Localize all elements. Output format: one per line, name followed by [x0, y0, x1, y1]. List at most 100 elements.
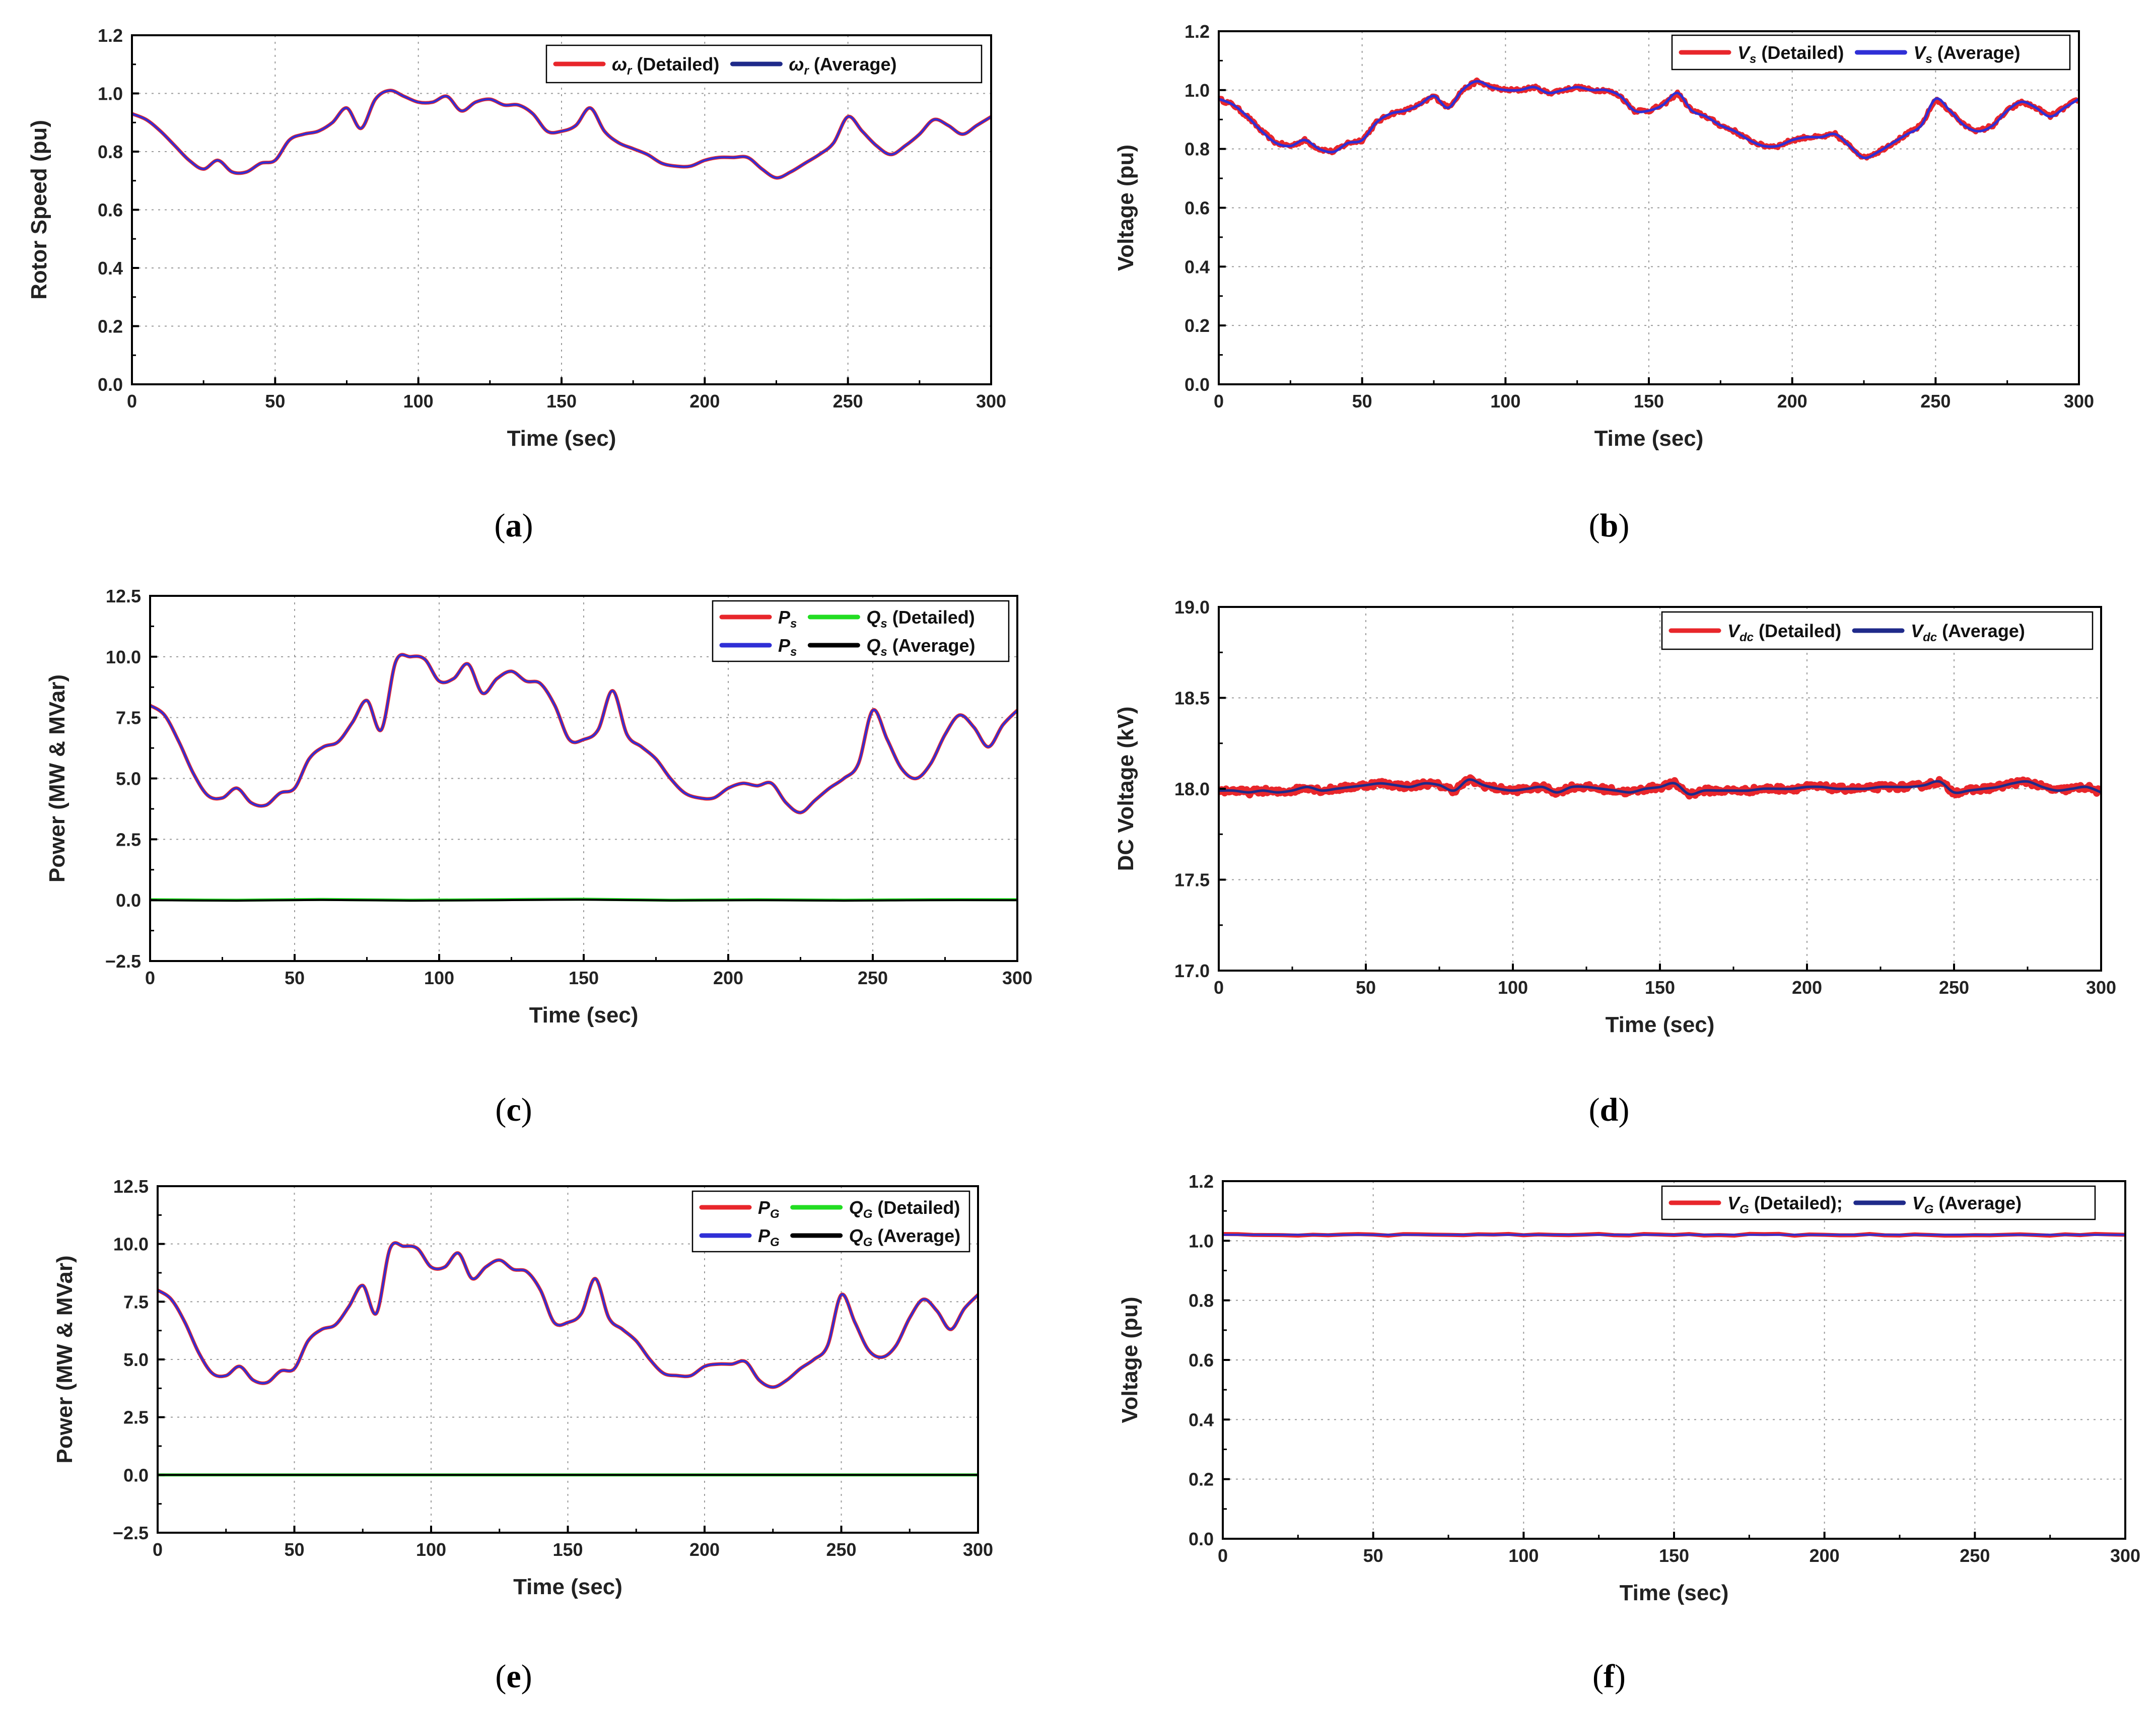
chart-panel-b: 0 50 100 150 200 250 300 0.0 0.2 0.4 0.6 0.8 1.0 1.2 T… — [1114, 21, 2094, 544]
series-group — [1219, 77, 2079, 161]
x-tick-label: 250 — [1960, 1545, 1990, 1566]
legend-item: Vs (Detailed) — [1679, 42, 1844, 66]
y-axis-label: Rotor Speed (pu) — [27, 120, 51, 300]
x-tick-label: 50 — [284, 1539, 304, 1560]
legend-item: Vdc (Average) — [1852, 621, 2025, 644]
y-axis-label: Voltage (pu) — [1114, 145, 1138, 271]
legend-item: Ps — [719, 635, 797, 659]
x-tick-label: 50 — [1363, 1545, 1383, 1566]
legend-label: Vs (Average) — [1913, 42, 2020, 66]
legend-label: Qs (Average) — [866, 635, 975, 659]
y-tick-label: 12.5 — [106, 586, 141, 606]
x-tick-label: 0 — [1218, 1545, 1228, 1566]
y-tick-label: 17.5 — [1174, 870, 1210, 891]
legend-label: VG (Detailed); — [1727, 1193, 1843, 1216]
x-tick-label: 150 — [546, 391, 577, 412]
y-tick-label: 5.0 — [123, 1349, 149, 1370]
legend-label: PG — [758, 1197, 780, 1221]
series-line-vdc-average- — [1219, 778, 2101, 796]
legend-item: Vdc (Detailed) — [1668, 621, 1841, 644]
y-tick-label: 0.6 — [98, 200, 123, 221]
y-axis-label: DC Voltage (kV) — [1114, 707, 1138, 871]
x-tick-label: 0 — [1214, 977, 1224, 998]
y-tick-label: 0.4 — [1185, 256, 1210, 277]
y-tick-label: 2.5 — [116, 829, 141, 850]
legend-item: Vs (Average) — [1854, 42, 2021, 66]
panel-caption: (e) — [495, 1658, 532, 1695]
y-tick-label: 10.0 — [106, 647, 141, 667]
x-tick-label: 50 — [1356, 977, 1376, 998]
legend-item: VG (Average) — [1853, 1193, 2022, 1216]
legend-item: PG — [699, 1225, 780, 1249]
x-tick-label: 100 — [1498, 977, 1528, 998]
legend-label: Ps — [778, 607, 797, 631]
y-tick-label: 19.0 — [1174, 597, 1210, 618]
x-tick-label: 100 — [424, 968, 454, 988]
legend-item: QG (Average) — [790, 1225, 960, 1249]
plot-frame — [131, 34, 992, 385]
x-tick-label: 250 — [858, 968, 888, 988]
chart-panel-c: 0 50 100 150 200 250 300 −2.5 0.0 2.5 5.0 7.5 10.0 12… — [45, 586, 1032, 1128]
series-line-vs-average- — [1219, 80, 2079, 159]
y-tick-label: 0.2 — [98, 316, 123, 337]
y-tick-label: 1.2 — [98, 25, 123, 46]
panel-caption: (c) — [495, 1091, 532, 1128]
y-tick-label: 12.5 — [113, 1176, 149, 1197]
x-tick-label: 150 — [1659, 1545, 1689, 1566]
x-axis-label: Time (sec) — [1594, 426, 1704, 451]
x-tick-label: 150 — [1645, 977, 1675, 998]
x-tick-label: 0 — [127, 391, 137, 412]
y-tick-label: 2.5 — [123, 1407, 149, 1428]
x-tick-label: 200 — [689, 391, 720, 412]
x-tick-label: 300 — [976, 391, 1006, 412]
x-tick-label: 200 — [1777, 391, 1807, 412]
x-tick-label: 0 — [153, 1539, 163, 1560]
series-line-pg-detailed- — [158, 1241, 978, 1389]
series-group — [158, 1241, 978, 1477]
legend-box — [712, 600, 1010, 662]
x-tick-label: 250 — [1920, 391, 1951, 412]
legend-label: Vdc (Detailed) — [1727, 621, 1841, 644]
x-tick-label: 0 — [1214, 391, 1224, 412]
x-tick-label: 100 — [1508, 1545, 1539, 1566]
legend: PG QG (Detailed) PG QG (Average) — [691, 1190, 970, 1253]
chart-panel-e: 0 50 100 150 200 250 300 −2.5 0.0 2.5 5.0 7.5 10.0 12… — [52, 1176, 993, 1695]
x-tick-label: 200 — [713, 968, 743, 988]
x-tick-label: 100 — [403, 391, 434, 412]
x-tick-label: 50 — [1352, 391, 1372, 412]
x-axis-label: Time (sec) — [513, 1575, 622, 1599]
x-tick-label: 300 — [963, 1539, 993, 1560]
x-tick-label: 0 — [145, 968, 155, 988]
series-group — [132, 89, 991, 180]
y-tick-label: 0.6 — [1189, 1350, 1214, 1371]
legend-item: PG — [699, 1197, 780, 1221]
x-tick-label: 300 — [2064, 391, 2094, 412]
panel-caption: (d) — [1589, 1091, 1630, 1128]
series-line-qs-average- — [150, 899, 1017, 902]
series-line-vs-detailed- — [1219, 77, 2079, 161]
series-line--r-average- — [132, 89, 991, 179]
y-tick-label: 7.5 — [116, 708, 141, 728]
y-tick-label: 7.5 — [123, 1291, 149, 1312]
x-tick-label: 250 — [1939, 977, 1969, 998]
y-tick-label: 5.0 — [116, 769, 141, 789]
y-tick-label: −2.5 — [113, 1523, 149, 1543]
legend: VG (Detailed); VG (Average) — [1661, 1185, 2096, 1220]
y-axis-label: Power (MW & MVar) — [52, 1255, 77, 1463]
y-tick-label: 0.4 — [1189, 1409, 1214, 1430]
x-tick-label: 100 — [1490, 391, 1520, 412]
y-axis-label: Voltage (pu) — [1118, 1297, 1142, 1423]
legend: Vdc (Detailed) Vdc (Average) — [1661, 611, 2094, 650]
y-tick-label: 0.6 — [1185, 198, 1210, 219]
y-tick-label: 17.0 — [1174, 961, 1210, 981]
legend-label: Ps — [778, 635, 797, 659]
y-tick-label: 18.5 — [1174, 688, 1210, 709]
y-axis-label: Power (MW & MVar) — [45, 674, 69, 882]
series-line-pg-average- — [158, 1242, 978, 1388]
y-tick-label: 0.4 — [98, 258, 123, 279]
legend-item: Ps — [719, 607, 797, 631]
legend-label: PG — [758, 1225, 780, 1249]
series-group — [150, 653, 1017, 902]
x-tick-label: 200 — [1810, 1545, 1840, 1566]
